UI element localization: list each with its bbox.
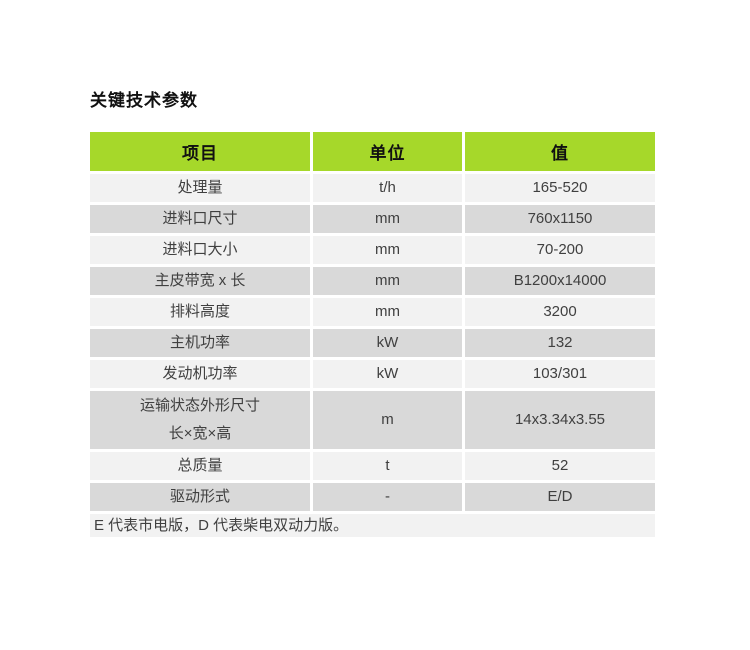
cell-unit: m <box>310 388 465 452</box>
table-row: 排料高度 mm 3200 <box>87 295 658 329</box>
cell-item: 主皮带宽 x 长 <box>87 264 313 298</box>
cell-value: 70-200 <box>462 233 658 267</box>
cell-unit: - <box>310 480 465 514</box>
cell-value: E/D <box>462 480 658 514</box>
cell-unit: mm <box>310 233 465 267</box>
cell-item: 运输状态外形尺寸 长×宽×高 <box>87 388 313 452</box>
cell-unit: mm <box>310 264 465 298</box>
table-row: 主机功率 kW 132 <box>87 326 658 360</box>
table-footnote-row: E 代表市电版，D 代表柴电双动力版。 <box>87 511 658 540</box>
cell-item: 处理量 <box>87 171 313 205</box>
table-row: 主皮带宽 x 长 mm B1200x14000 <box>87 264 658 298</box>
table-row: 运输状态外形尺寸 长×宽×高 m 14x3.34x3.55 <box>87 388 658 452</box>
cell-value: 52 <box>462 449 658 483</box>
cell-value: 760x1150 <box>462 202 658 236</box>
cell-item: 主机功率 <box>87 326 313 360</box>
cell-item: 驱动形式 <box>87 480 313 514</box>
page-title: 关键技术参数 <box>90 91 198 110</box>
cell-value: 165-520 <box>462 171 658 205</box>
cell-unit: t/h <box>310 171 465 205</box>
cell-value: 14x3.34x3.55 <box>462 388 658 452</box>
cell-item: 总质量 <box>87 449 313 483</box>
spec-table: 项目 单位 值 处理量 t/h 165-520 进料口尺寸 mm 760x115… <box>87 129 658 540</box>
header-cell-item: 项目 <box>87 129 313 174</box>
table-row: 发动机功率 kW 103/301 <box>87 357 658 391</box>
cell-unit: kW <box>310 357 465 391</box>
table-row: 驱动形式 - E/D <box>87 480 658 514</box>
cell-item: 进料口大小 <box>87 233 313 267</box>
cell-item: 排料高度 <box>87 295 313 329</box>
cell-value: 103/301 <box>462 357 658 391</box>
cell-item: 进料口尺寸 <box>87 202 313 236</box>
table-row: 处理量 t/h 165-520 <box>87 171 658 205</box>
cell-value: 132 <box>462 326 658 360</box>
table-row: 进料口尺寸 mm 760x1150 <box>87 202 658 236</box>
table-footnote: E 代表市电版，D 代表柴电双动力版。 <box>87 511 658 540</box>
table-header-row: 项目 单位 值 <box>87 129 658 174</box>
table-row: 进料口大小 mm 70-200 <box>87 233 658 267</box>
cell-unit: mm <box>310 295 465 329</box>
cell-unit: t <box>310 449 465 483</box>
table-row: 总质量 t 52 <box>87 449 658 483</box>
cell-value: 3200 <box>462 295 658 329</box>
header-cell-value: 值 <box>462 129 658 174</box>
header-cell-unit: 单位 <box>310 129 465 174</box>
cell-value: B1200x14000 <box>462 264 658 298</box>
cell-item: 发动机功率 <box>87 357 313 391</box>
cell-unit: kW <box>310 326 465 360</box>
cell-unit: mm <box>310 202 465 236</box>
